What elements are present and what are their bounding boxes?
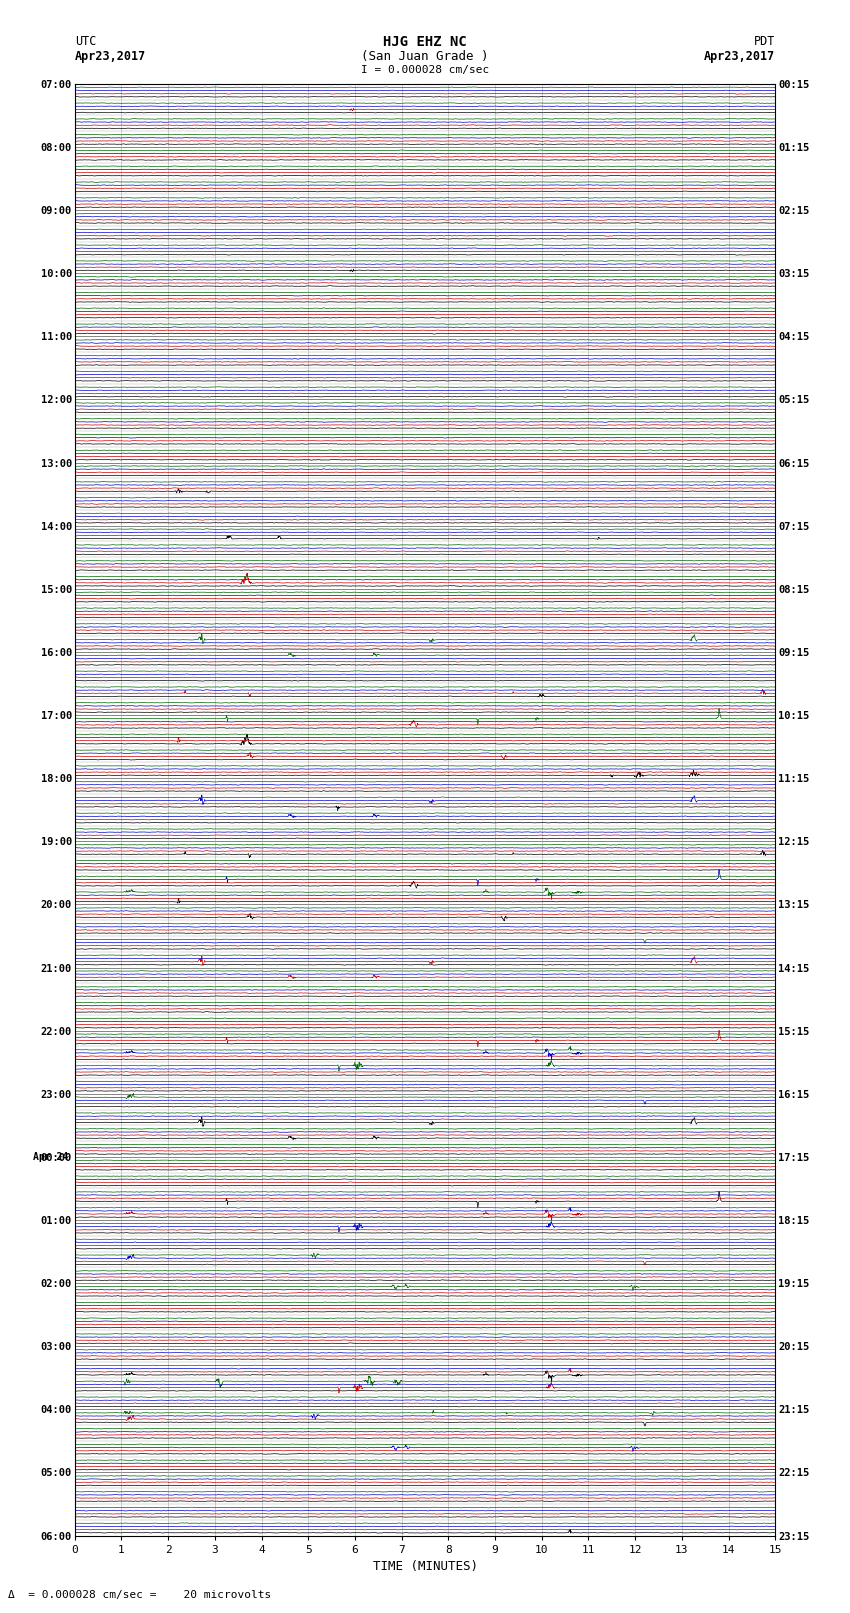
Text: Apr23,2017: Apr23,2017 bbox=[75, 50, 146, 63]
Text: HJG EHZ NC: HJG EHZ NC bbox=[383, 35, 467, 50]
Text: PDT: PDT bbox=[754, 35, 775, 48]
Text: UTC: UTC bbox=[75, 35, 96, 48]
X-axis label: TIME (MINUTES): TIME (MINUTES) bbox=[372, 1560, 478, 1573]
Text: Apr 24: Apr 24 bbox=[32, 1152, 68, 1161]
Text: I = 0.000028 cm/sec: I = 0.000028 cm/sec bbox=[361, 65, 489, 74]
Text: Apr23,2017: Apr23,2017 bbox=[704, 50, 775, 63]
Text: (San Juan Grade ): (San Juan Grade ) bbox=[361, 50, 489, 63]
Text: Δ  = 0.000028 cm/sec =    20 microvolts: Δ = 0.000028 cm/sec = 20 microvolts bbox=[8, 1590, 272, 1600]
